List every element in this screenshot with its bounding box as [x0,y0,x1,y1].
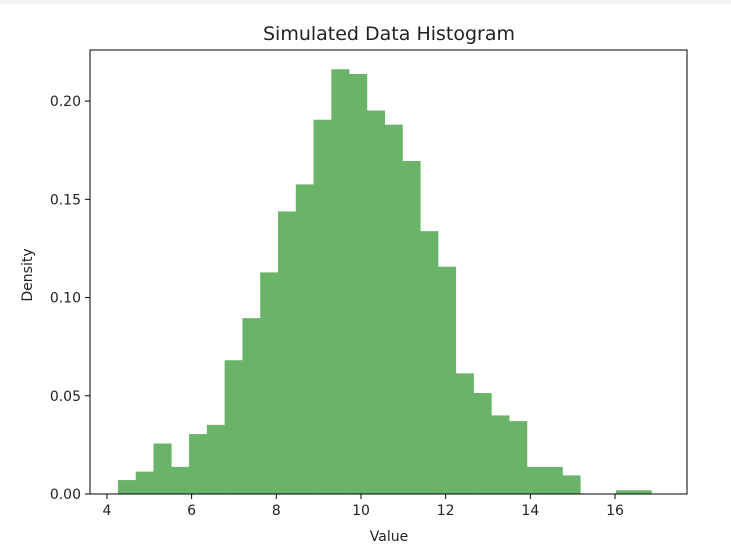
histogram-bar-1 [117,480,137,494]
histogram-bar-21 [473,393,492,494]
histogram-bar-5 [189,434,208,494]
y-axis-ticks: 0.00 0.05 0.10 0.15 0.20 [50,94,90,503]
histogram-bar-15 [366,110,385,494]
y-tick-label: 0.05 [50,389,81,405]
chart-title: Simulated Data Histogram [263,23,515,45]
histogram-bar-11 [295,184,314,494]
histogram-bar-19 [438,266,457,494]
plot-frame [89,49,688,495]
histogram-bar-18 [420,231,439,494]
y-tick-label: 0.10 [50,291,81,307]
x-tick-label: 14 [521,503,539,519]
histogram-bar-4 [171,466,190,494]
x-tick-label: 16 [606,503,624,519]
histogram-bar-10 [277,211,297,494]
histogram-bar-22 [491,415,510,494]
x-tick-label: 6 [187,503,196,519]
histogram-bar-2 [135,471,154,494]
histogram-bar-24 [526,466,546,494]
histogram-bar-3 [153,443,172,494]
y-tick-label: 0.00 [50,487,81,503]
x-tick-label: 12 [437,503,455,519]
histogram-bar-8 [242,318,261,494]
y-tick-label: 0.15 [50,192,81,208]
histogram-bars [117,69,652,495]
histogram-bar-20 [455,373,474,494]
histogram-bar-23 [509,421,528,494]
x-axis-label: Value [370,529,408,545]
histogram-bar-9 [260,272,279,494]
histogram-bar-6 [206,424,225,494]
histogram-bar-12 [313,119,332,495]
histogram-bar-27 [615,490,634,494]
window-top-strip [0,0,731,4]
x-axis-ticks: 4 6 8 10 12 14 16 [102,494,624,519]
y-tick-label: 0.20 [50,94,81,110]
x-tick-label: 10 [352,503,370,519]
histogram-bar-28 [633,490,652,494]
histogram-bar-25 [544,466,563,494]
x-tick-label: 4 [102,503,111,519]
histogram-bar-26 [562,475,581,494]
histogram-bar-14 [349,73,368,494]
histogram-bar-17 [402,161,421,494]
y-axis-label: Density [20,248,36,301]
histogram-bar-7 [224,360,243,494]
histogram-bar-16 [384,124,403,494]
x-tick-label: 8 [272,503,281,519]
histogram-bar-13 [331,69,350,494]
